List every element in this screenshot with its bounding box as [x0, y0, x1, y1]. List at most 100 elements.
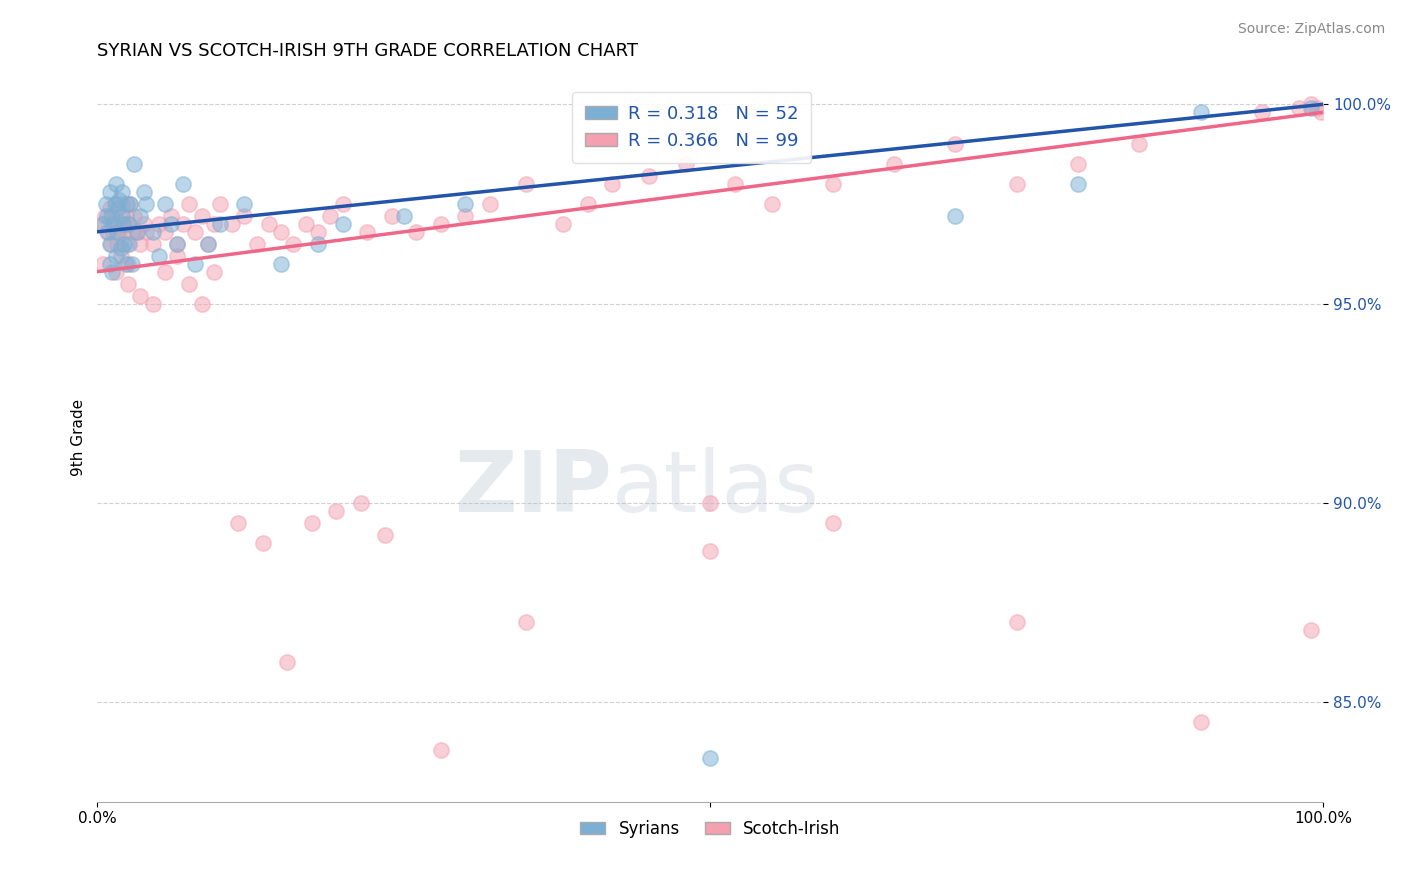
Point	[332, 197, 354, 211]
Point	[600, 177, 623, 191]
Point	[374, 527, 396, 541]
Point	[515, 615, 537, 630]
Point	[454, 197, 477, 211]
Point	[93, 257, 115, 271]
Point	[1251, 105, 1274, 120]
Point	[96, 209, 118, 223]
Point	[91, 217, 114, 231]
Point	[96, 225, 118, 239]
Point	[112, 225, 135, 239]
Point	[117, 217, 139, 231]
Point	[107, 201, 129, 215]
Point	[103, 197, 125, 211]
Point	[93, 217, 115, 231]
Point	[110, 249, 132, 263]
Point	[148, 249, 170, 263]
Point	[153, 197, 176, 211]
Point	[112, 217, 135, 231]
Point	[125, 225, 148, 239]
Point	[350, 496, 373, 510]
Point	[257, 217, 280, 231]
Point	[1299, 624, 1322, 638]
Point	[111, 185, 134, 199]
Point	[98, 257, 121, 271]
Point	[319, 209, 342, 223]
Point	[100, 209, 122, 223]
Point	[120, 197, 142, 211]
Point	[1005, 615, 1028, 630]
Point	[166, 236, 188, 251]
Point	[110, 241, 132, 255]
Point	[1288, 101, 1310, 115]
Point	[1309, 105, 1331, 120]
Point	[98, 185, 121, 199]
Point	[454, 209, 477, 223]
Point	[356, 225, 378, 239]
Point	[1067, 177, 1090, 191]
Point	[148, 217, 170, 231]
Point	[883, 157, 905, 171]
Point	[233, 197, 256, 211]
Point	[98, 201, 121, 215]
Legend: Syrians, Scotch-Irish: Syrians, Scotch-Irish	[574, 813, 848, 845]
Point	[228, 516, 250, 530]
Point	[675, 157, 697, 171]
Point	[184, 257, 207, 271]
Point	[1128, 137, 1150, 152]
Point	[117, 277, 139, 291]
Y-axis label: 9th Grade: 9th Grade	[72, 399, 86, 475]
Point	[153, 225, 176, 239]
Point	[166, 249, 188, 263]
Point	[172, 217, 194, 231]
Point	[100, 236, 122, 251]
Point	[160, 217, 183, 231]
Point	[120, 197, 142, 211]
Point	[197, 236, 219, 251]
Point	[1299, 97, 1322, 112]
Point	[699, 543, 721, 558]
Point	[1189, 105, 1212, 120]
Point	[94, 197, 117, 211]
Point	[122, 157, 145, 171]
Point	[276, 655, 298, 669]
Point	[103, 209, 125, 223]
Point	[699, 496, 721, 510]
Point	[307, 236, 329, 251]
Point	[103, 217, 125, 231]
Point	[233, 209, 256, 223]
Point	[125, 225, 148, 239]
Point	[202, 265, 225, 279]
Point	[179, 197, 201, 211]
Point	[190, 209, 212, 223]
Point	[270, 225, 292, 239]
Point	[101, 265, 124, 279]
Point	[821, 177, 844, 191]
Point	[307, 225, 329, 239]
Point	[135, 197, 157, 211]
Point	[1067, 157, 1090, 171]
Point	[104, 249, 127, 263]
Point	[129, 236, 152, 251]
Point	[294, 217, 316, 231]
Point	[112, 236, 135, 251]
Point	[115, 236, 138, 251]
Point	[392, 209, 415, 223]
Point	[208, 217, 231, 231]
Point	[208, 197, 231, 211]
Point	[105, 236, 128, 251]
Point	[132, 217, 155, 231]
Point	[172, 177, 194, 191]
Point	[429, 217, 451, 231]
Point	[1299, 101, 1322, 115]
Point	[114, 257, 136, 271]
Point	[332, 217, 354, 231]
Point	[101, 217, 124, 231]
Point	[117, 257, 139, 271]
Point	[104, 197, 127, 211]
Point	[111, 209, 134, 223]
Point	[478, 197, 501, 211]
Point	[1306, 101, 1329, 115]
Point	[381, 209, 404, 223]
Point	[135, 225, 157, 239]
Point	[1005, 177, 1028, 191]
